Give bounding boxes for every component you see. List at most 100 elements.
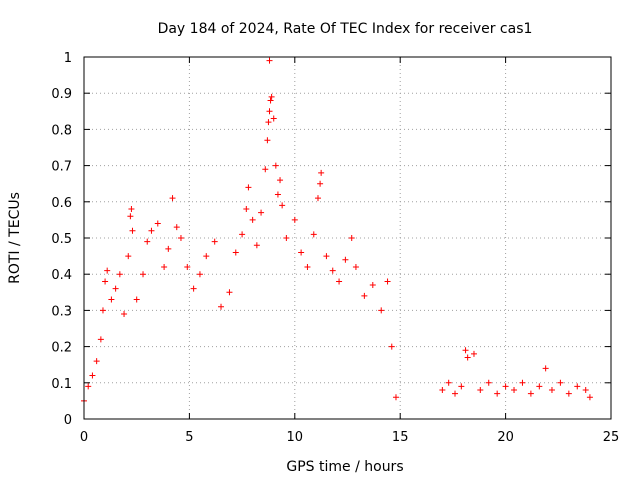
data-point (267, 97, 274, 104)
y-tick-label: 0.6 (51, 196, 72, 211)
data-point (184, 263, 191, 270)
data-point (116, 271, 123, 278)
y-tick-label: 0.2 (51, 341, 72, 356)
chart-title: Day 184 of 2024, Rate Of TEC Index for r… (158, 21, 533, 37)
data-point (262, 166, 269, 173)
data-point (462, 347, 469, 354)
data-point (511, 387, 518, 394)
data-point (527, 390, 534, 397)
data-point (329, 267, 336, 274)
data-point (485, 379, 492, 386)
x-tick-label: 10 (287, 430, 304, 445)
data-point (108, 296, 115, 303)
data-point (140, 271, 147, 278)
x-tick-label: 5 (185, 430, 193, 445)
data-point (125, 253, 132, 260)
data-point (104, 267, 111, 274)
data-point (342, 256, 349, 263)
data-point (161, 263, 168, 270)
data-point (169, 195, 176, 202)
data-point (582, 387, 589, 394)
data-point (470, 350, 477, 357)
data-point (586, 394, 593, 401)
data-point (265, 119, 272, 126)
data-point (190, 285, 197, 292)
data-point (298, 249, 305, 256)
data-point (392, 394, 399, 401)
data-point (445, 379, 452, 386)
x-tick-labels: 0 5 10 15 20 25 (80, 430, 619, 445)
data-point (270, 115, 277, 122)
y-tick-labels: 0 0.1 0.2 0.3 0.4 0.5 0.6 0.7 0.8 0.9 1 (51, 51, 72, 428)
data-point (283, 235, 290, 241)
data-point (384, 278, 391, 285)
data-point (97, 336, 104, 343)
data-point (264, 137, 271, 144)
data-point (274, 191, 281, 198)
data-point (542, 365, 549, 372)
data-point (304, 263, 311, 270)
grid-lines (84, 57, 611, 419)
data-point (245, 184, 252, 191)
data-point (99, 307, 106, 314)
data-point (439, 387, 446, 394)
data-point (144, 238, 151, 245)
data-point (85, 383, 92, 390)
y-tick-label: 0.3 (51, 304, 72, 319)
data-point (536, 383, 543, 390)
data-point (291, 216, 298, 223)
data-point (253, 242, 260, 249)
data-point (249, 216, 256, 223)
data-point (239, 231, 246, 238)
data-points (81, 57, 593, 404)
data-point (464, 354, 471, 361)
data-point (93, 358, 100, 365)
y-tick-label: 0.9 (51, 87, 72, 102)
x-axis-label: GPS time / hours (286, 459, 403, 475)
data-point (154, 220, 161, 227)
data-point (232, 249, 239, 256)
y-tick-label: 0.5 (51, 232, 72, 247)
data-point (317, 180, 324, 187)
data-point (89, 372, 96, 379)
data-point (318, 169, 325, 176)
data-point (121, 311, 128, 318)
y-axis-label: ROTI / TECUs (7, 192, 23, 284)
data-point (133, 296, 140, 303)
data-point (336, 278, 343, 285)
data-point (102, 278, 109, 285)
data-point (378, 307, 385, 314)
data-point (557, 379, 564, 386)
data-point (352, 263, 359, 270)
data-point (502, 383, 509, 390)
data-point (494, 390, 501, 397)
data-point (148, 227, 155, 234)
data-point (477, 387, 484, 394)
data-point (165, 245, 172, 252)
data-point (268, 93, 275, 100)
data-point (243, 206, 250, 213)
data-point (323, 253, 330, 260)
y-tick-label: 0.7 (51, 160, 72, 175)
data-point (348, 235, 355, 241)
data-point (127, 213, 134, 220)
data-point (112, 285, 119, 292)
data-point (369, 282, 376, 289)
x-tick-label: 15 (392, 430, 409, 445)
data-point (548, 387, 555, 394)
x-tick-label: 20 (497, 430, 514, 445)
y-tick-label: 1 (64, 51, 72, 66)
axis-ticks (83, 56, 612, 420)
data-point (173, 224, 180, 231)
data-point (310, 231, 317, 238)
data-point (452, 390, 459, 397)
plot-frame (83, 56, 612, 420)
data-point (458, 383, 465, 390)
data-point (226, 289, 233, 296)
data-point (266, 57, 273, 64)
y-tick-label: 0 (64, 413, 72, 428)
data-point (565, 390, 572, 397)
data-point (277, 177, 284, 184)
data-point (203, 253, 210, 260)
